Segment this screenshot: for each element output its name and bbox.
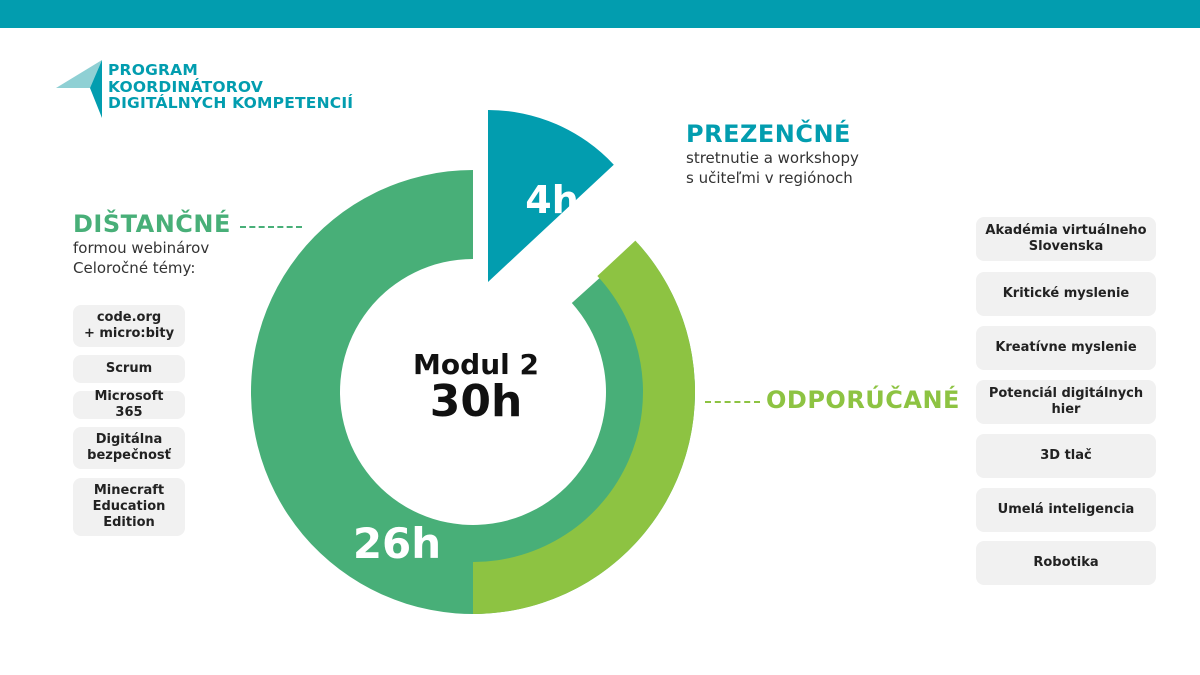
- top-banner: [0, 0, 1200, 28]
- topic-pill: Scrum: [73, 355, 185, 383]
- topic-pill: Microsoft 365: [73, 389, 185, 420]
- logo-text: PROGRAM KOORDINÁTOROV DIGITÁLNYCH KOMPET…: [108, 62, 353, 112]
- odporucane-title: ODPORÚČANÉ: [766, 386, 960, 414]
- program-logo: PROGRAM KOORDINÁTOROV DIGITÁLNYCH KOMPET…: [56, 58, 396, 122]
- logo-line-2: KOORDINÁTOROV: [108, 77, 264, 96]
- module-title: Modul 2: [413, 348, 539, 381]
- topic-pill: Digitálna bezpečnosť: [73, 427, 185, 469]
- prezencne-hours: 4h: [525, 178, 579, 222]
- recommended-pill: 3D tlač: [976, 434, 1156, 478]
- recommended-pill: Akadémia virtuálneho Slovenska: [976, 217, 1156, 261]
- distancne-line-1: formou webinárov: [73, 239, 210, 257]
- recommended-pill: Robotika: [976, 541, 1156, 585]
- logo-line-3: DIGITÁLNYCH KOMPETENCIÍ: [108, 94, 354, 112]
- recommended-pill: Potenciál digitálnych hier: [976, 380, 1156, 424]
- recommended-pill: Kritické myslenie: [976, 272, 1156, 316]
- logo-line-1: PROGRAM: [108, 61, 198, 79]
- prezencne-description: stretnutie a workshopy s učiteľmi v regi…: [686, 148, 859, 188]
- topic-pill: Minecraft Education Edition: [73, 478, 185, 536]
- prezencne-segment: [488, 110, 614, 282]
- odporucane-segment: [473, 240, 696, 614]
- recommended-pill: Kreatívne myslenie: [976, 326, 1156, 370]
- paper-plane-icon: [56, 60, 102, 118]
- prezencne-line-2: s učiteľmi v regiónoch: [686, 169, 853, 187]
- module-total-hours: 30h: [430, 376, 523, 427]
- distancne-connector: [240, 226, 302, 228]
- prezencne-line-1: stretnutie a workshopy: [686, 149, 859, 167]
- recommended-pill: Umelá inteligencia: [976, 488, 1156, 532]
- distancne-segment: [250, 170, 695, 614]
- distancne-description: formou webinárov Celoročné témy:: [73, 238, 209, 278]
- distancne-hours: 26h: [353, 519, 441, 568]
- distancne-title: DIŠTANČNÉ: [73, 210, 231, 238]
- distancne-line-2: Celoročné témy:: [73, 259, 196, 277]
- topic-pill: code.org + micro:bity: [73, 305, 185, 347]
- odporucane-connector: [705, 401, 760, 403]
- prezencne-title: PREZENČNÉ: [686, 120, 851, 148]
